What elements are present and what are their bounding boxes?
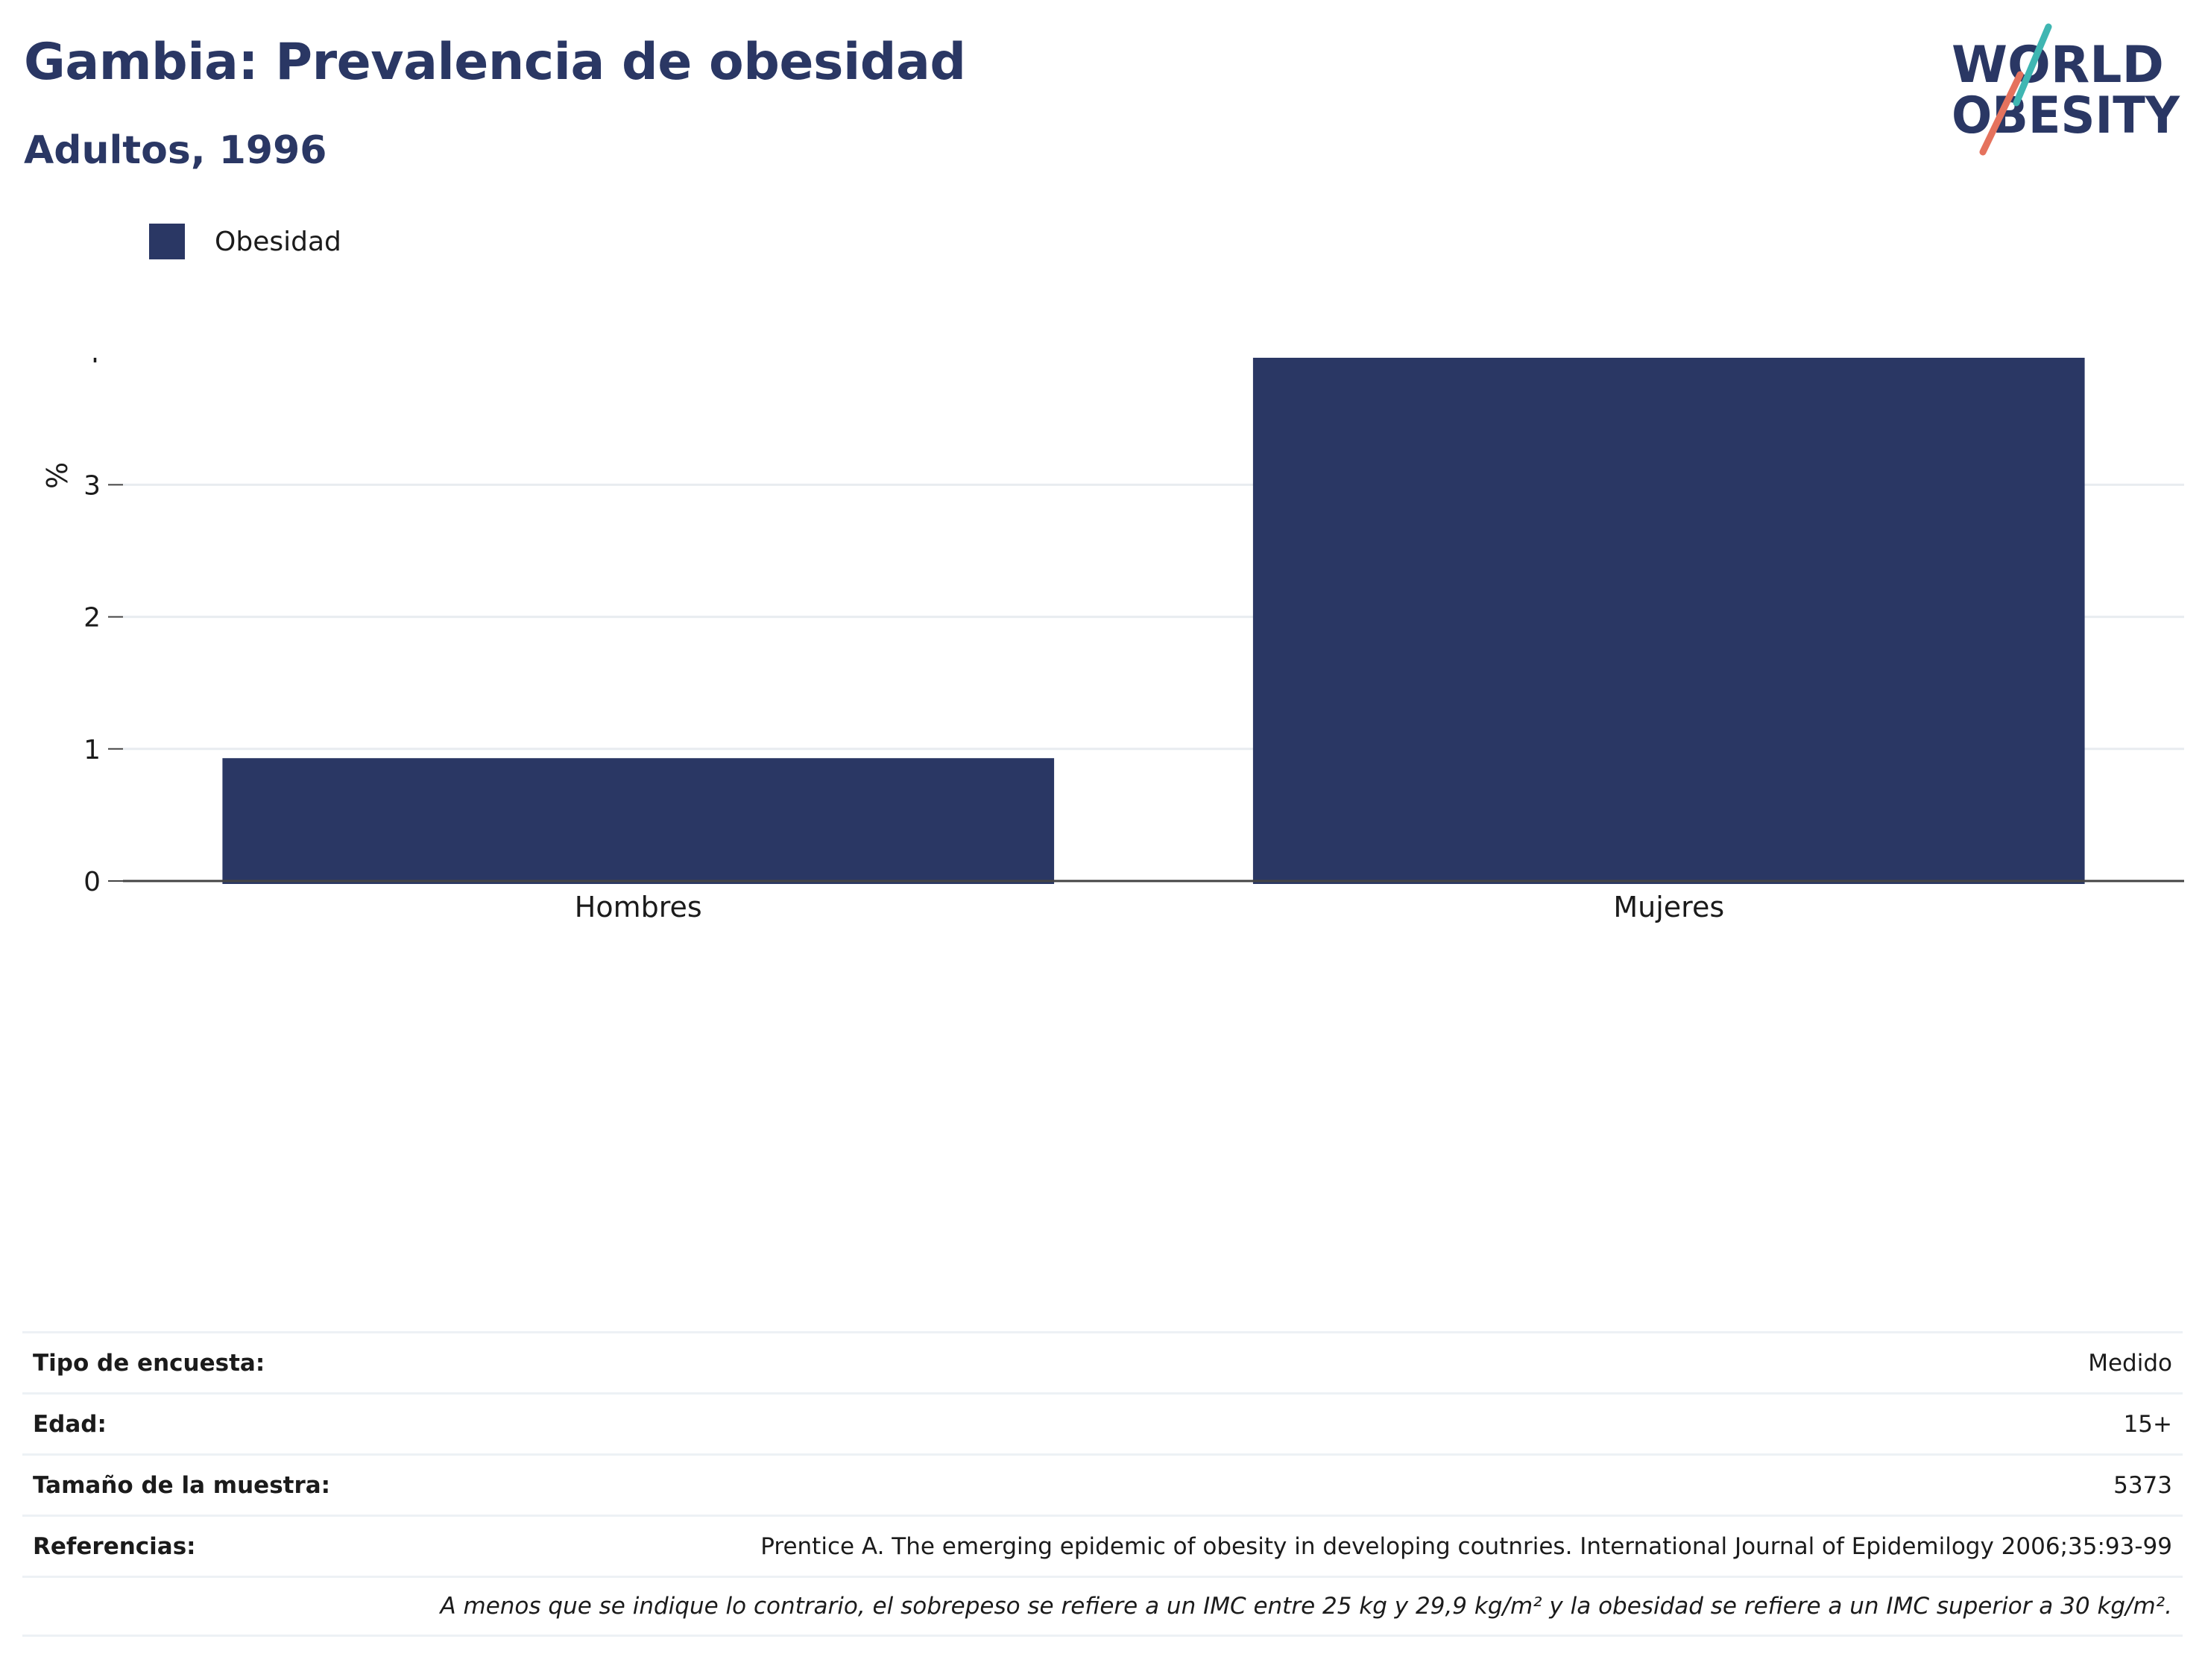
logo-slash-coral (1979, 71, 2024, 156)
chart-title: Gambia: Prevalencia de obesidad (24, 33, 966, 92)
y-tick-label: 0 (83, 867, 101, 897)
info-row-survey-type: Tipo de encuesta: Medido (22, 1331, 2183, 1392)
legend-label-obesidad: Obesidad (215, 226, 341, 257)
world-obesity-logo: WORLD OBESITY (1952, 23, 2180, 156)
y-tick-label: 4 (83, 358, 101, 369)
logo-text-world: WORLD (1952, 36, 2164, 95)
bar-mujeres[interactable] (1252, 358, 2085, 885)
bar-hombres[interactable] (222, 758, 1055, 884)
bars (222, 358, 2085, 885)
legend[interactable]: Obesidad (149, 222, 341, 261)
info-row-sample-size: Tamaño de la muestra: 5373 (22, 1453, 2183, 1515)
y-tick-label: 1 (83, 735, 101, 765)
info-label: Tamaño de la muestra: (33, 1471, 331, 1499)
info-value: Medido (2088, 1349, 2172, 1377)
info-row-age: Edad: 15+ (22, 1392, 2183, 1453)
info-label: Referencias: (33, 1532, 196, 1560)
info-label: Edad: (33, 1410, 107, 1438)
y-tick-label: 2 (83, 603, 101, 634)
chart-subtitle: Adultos, 1996 (24, 128, 327, 173)
y-axis-label: % (40, 462, 72, 489)
x-tick-label: Mujeres (1613, 891, 1724, 923)
axes: Hombres Mujeres (123, 880, 2184, 923)
y-tick-label: 3 (83, 470, 101, 501)
legend-swatch-obesidad (149, 224, 185, 259)
x-tick-label: Hombres (575, 891, 702, 923)
logo-slash-teal (2013, 23, 2052, 107)
logo-text-obesity: OBESITY (1952, 86, 2180, 145)
definition-note: A menos que se indique lo contrario, el … (440, 1593, 2172, 1620)
info-row-definition-note: A menos que se indique lo contrario, el … (22, 1576, 2183, 1637)
survey-info-table: Tipo de encuesta: Medido Edad: 15+ Tamañ… (22, 1331, 2183, 1637)
info-value: 15+ (2123, 1410, 2172, 1438)
info-value: 5373 (2113, 1471, 2172, 1499)
info-label: Tipo de encuesta: (33, 1349, 265, 1377)
info-value-reference: Prentice A. The emerging epidemic of obe… (760, 1532, 2172, 1560)
info-row-references: Referencias: Prentice A. The emerging ep… (22, 1515, 2183, 1576)
